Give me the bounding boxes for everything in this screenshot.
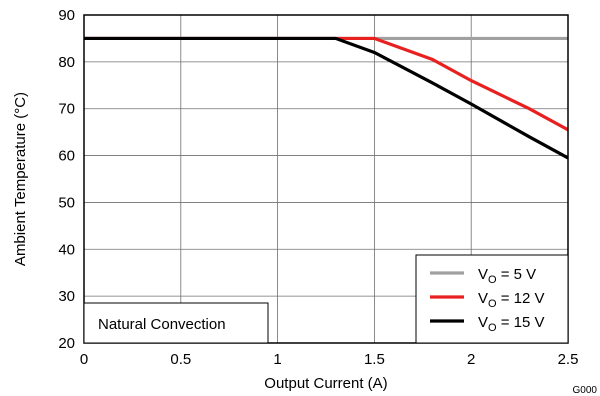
y-tick-label: 30: [58, 288, 75, 305]
y-tick-label: 50: [58, 194, 75, 211]
x-tick-label: 1.5: [364, 351, 385, 368]
x-tick-label: 0: [80, 351, 88, 368]
y-tick-label: 80: [58, 54, 75, 71]
x-tick-label: 1: [273, 351, 281, 368]
figure-id: G000: [573, 385, 598, 396]
plot-frame: [83, 14, 569, 344]
x-tick-label: 2.5: [558, 351, 579, 368]
legend-label-1: VO = 5 V: [478, 266, 536, 286]
annotation-natural-convection: Natural Convection: [98, 316, 226, 333]
y-tick-label: 20: [58, 335, 75, 352]
y-tick-label: 40: [58, 241, 75, 258]
legend-label-2: VO = 12 V: [478, 290, 545, 310]
x-axis-label: Output Current (A): [264, 375, 387, 392]
annotation-frame: [83, 302, 269, 344]
legend-label-3: VO = 15 V: [478, 314, 545, 334]
y-tick-label: 90: [58, 7, 75, 24]
y-tick-label: 60: [58, 148, 75, 165]
x-tick-label: 2: [467, 351, 475, 368]
x-tick-labels: 0 0.5 1 1.5 2 2.5: [80, 351, 579, 368]
series-line-3: [84, 36, 569, 160]
y-axis-label: Ambient Temperature (°C): [12, 92, 29, 266]
y-tick-label: 70: [58, 101, 75, 118]
y-tick-labels: 20 30 40 50 60 70 80 90: [58, 7, 75, 352]
x-tick-label: 0.5: [170, 351, 191, 368]
series-lines: [84, 36, 569, 160]
legend: VO = 5 V VO = 12 V VO = 15 V: [415, 254, 569, 344]
annotation-box: Natural Convection: [83, 302, 269, 344]
grid-lines: [84, 15, 568, 343]
legend-frame: [415, 254, 569, 344]
